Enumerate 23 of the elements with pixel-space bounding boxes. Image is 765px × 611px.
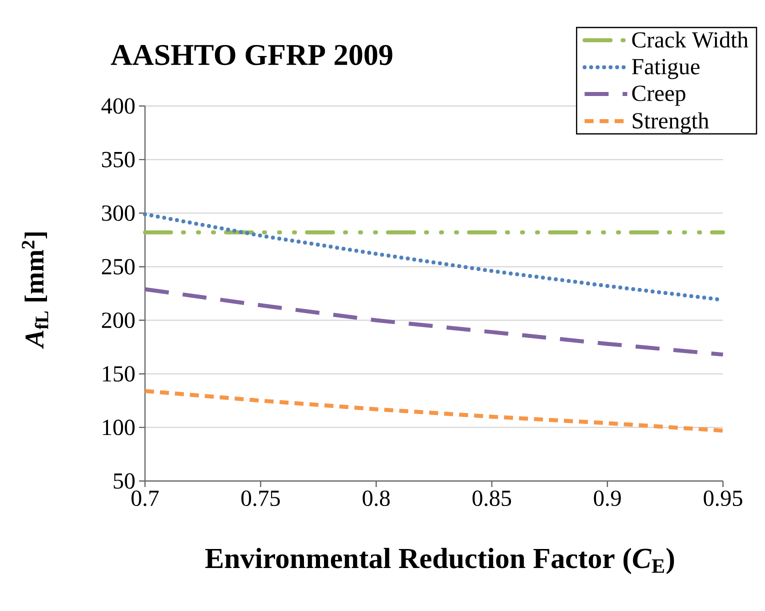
line-series [143,287,726,357]
chart-title: AASHTO GFRP 2009 [110,44,392,66]
y-tick-label: 150 [102,366,135,382]
x-tick-label: 0.75 [241,490,280,506]
y-tick-label: 50 [114,473,135,489]
x-tick-label: 0.9 [594,490,621,506]
x-tick-label: 0.8 [362,490,390,506]
y-tick-label: 300 [102,205,135,221]
y-tick-label: 400 [101,98,135,114]
y-tick-label: 250 [102,258,135,274]
legend-label: Crack Width [632,31,748,48]
legend-label: Fatigue [632,58,700,80]
x-tick-label: 0.85 [472,490,512,506]
y-axis-title: A$_{fL}$ [mm$^{2}$] [22,232,48,349]
line-series [143,389,726,433]
legend-label: Creep [632,86,686,106]
legend-label: Strength [632,112,709,134]
y-tick-label: 200 [102,312,135,328]
x-axis-title: Environmental Reduction Factor (C$_{E}$) [205,548,674,574]
x-tick-label: 0.95 [704,490,742,506]
x-tick-label: 0.7 [132,490,159,506]
y-tick-label: 100 [102,420,135,436]
y-tick-label: 350 [102,152,135,168]
